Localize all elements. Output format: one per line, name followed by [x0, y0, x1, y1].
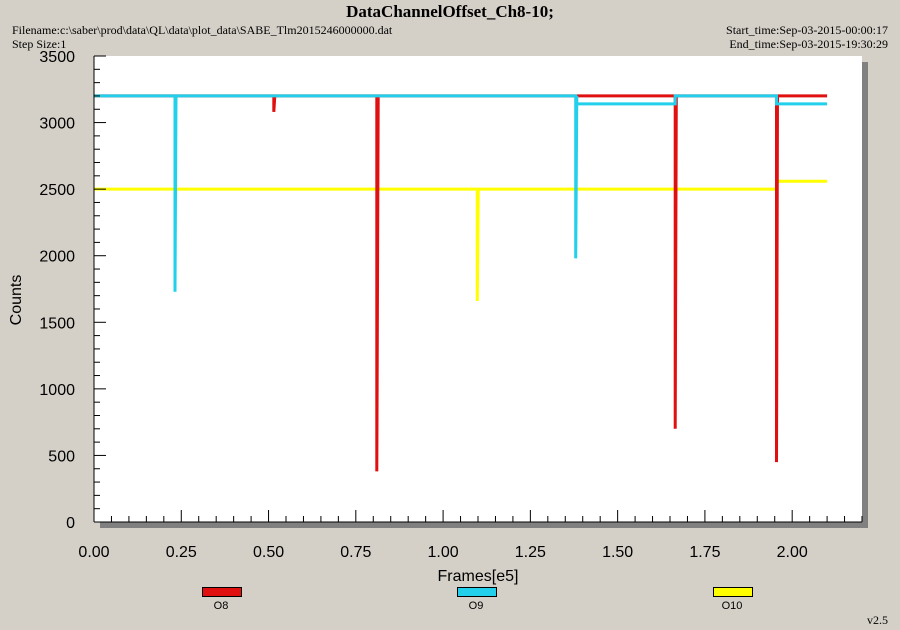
filename-label: Filename:c:\saber\prod\data\QL\data\plot…: [12, 23, 393, 37]
y-tick-label: 0: [66, 515, 75, 532]
step-size-label: Step Size:1: [12, 37, 67, 51]
start-time-label: Start_time:Sep-03-2015-00:00:17: [726, 23, 888, 37]
y-tick-label: 1000: [39, 382, 75, 399]
x-tick-label: 1.00: [428, 544, 459, 561]
legend-label-o8: O8: [213, 600, 229, 612]
x-tick-label: 1.25: [515, 544, 546, 561]
series-line-o9: [94, 94, 828, 292]
y-tick-label: 3000: [39, 116, 75, 133]
series-layer: [94, 94, 828, 472]
y-axis-label: Counts: [8, 275, 25, 326]
y-tick-label: 1500: [39, 315, 75, 332]
end-time-label: End_time:Sep-03-2015-19:30:29: [729, 37, 888, 51]
y-tick-label: 2500: [39, 182, 75, 199]
legend-label-o9: O9: [468, 600, 484, 612]
x-axis-label: Frames[e5]: [438, 568, 519, 585]
x-tick-label: 0.00: [78, 544, 109, 561]
chart-title: DataChannelOffset_Ch8-10;: [346, 2, 554, 21]
x-tick-label: 2.00: [777, 544, 808, 561]
legend-swatch-o10: [713, 587, 753, 597]
x-tick-label: 0.50: [253, 544, 284, 561]
version-label: v2.5: [867, 613, 888, 627]
y-tick-label: 3500: [39, 49, 75, 66]
x-tick-label: 0.25: [166, 544, 197, 561]
legend-swatch-o9: [457, 587, 497, 597]
y-tick-label: 2000: [39, 249, 75, 266]
legend-label-o10: O10: [721, 600, 743, 612]
y-tick-label: 500: [48, 448, 75, 465]
x-tick-label: 0.75: [340, 544, 371, 561]
x-tick-label: 1.50: [602, 544, 633, 561]
x-tick-label: 1.75: [689, 544, 720, 561]
tick-layer: 0.00 0.25 0.50 0.75 1.00 1.25 1.50 1.75 2.00 0 500…: [39, 49, 863, 561]
legend-swatch-o8: [202, 587, 242, 597]
